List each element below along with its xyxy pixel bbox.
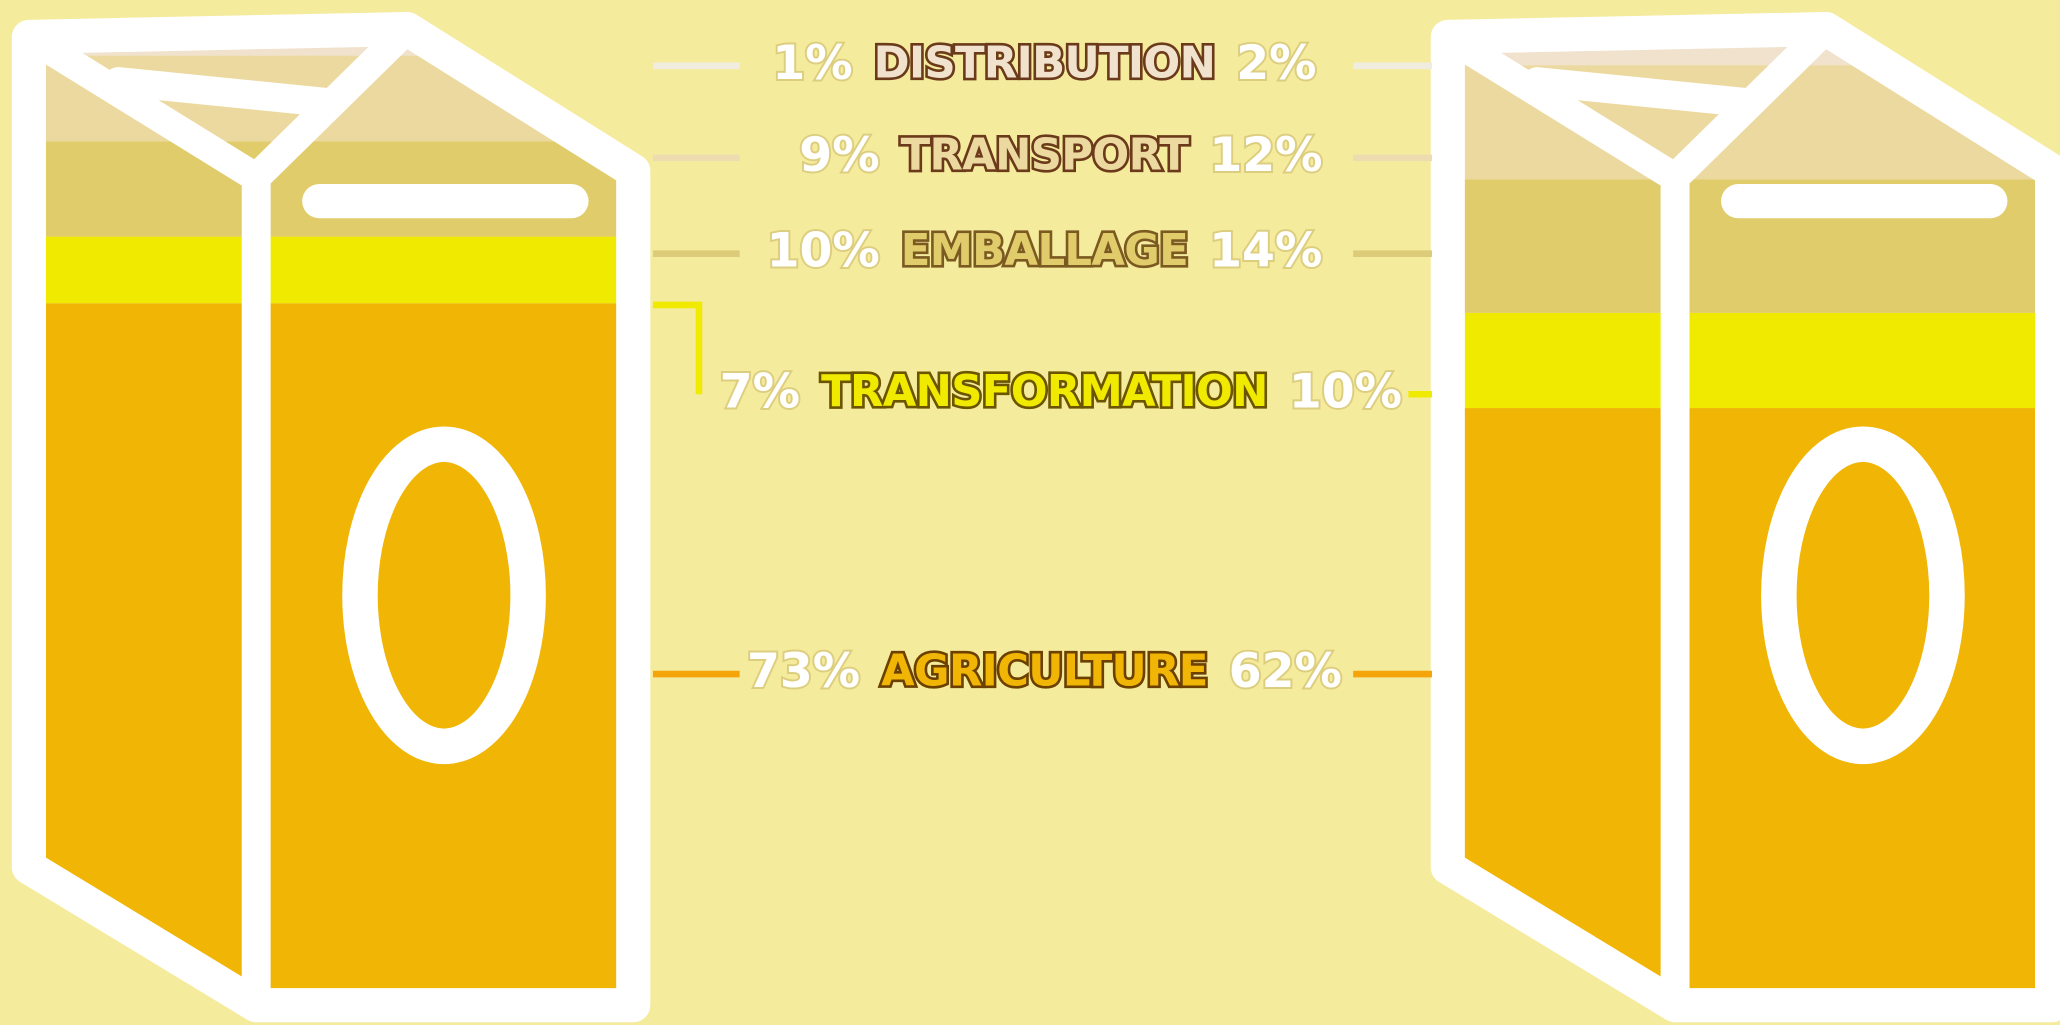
stage-label: EMBALLAGE — [901, 226, 1188, 276]
stage-label: AGRICULTURE — [881, 647, 1208, 697]
value-label: 1% — [772, 36, 852, 91]
carton-fold — [14, 14, 422, 1020]
value-label: 14% — [1209, 224, 1322, 279]
value-label: 62% — [1229, 644, 1342, 699]
layer — [28, 236, 634, 304]
carton-window — [1761, 426, 1965, 765]
value-label: 73% — [747, 644, 860, 699]
carton-window — [342, 426, 546, 765]
stage-label: DISTRIBUTION — [874, 38, 1216, 88]
carton-fold — [1433, 14, 1841, 1020]
value-label: 7% — [720, 364, 800, 419]
value-label: 10% — [767, 224, 880, 279]
layer — [1447, 312, 2053, 409]
value-label: 12% — [1209, 128, 1322, 183]
value-label: 2% — [1236, 36, 1316, 91]
layer — [1447, 408, 2053, 999]
connector — [652, 301, 703, 395]
stage-label: TRANSPORT — [901, 130, 1190, 180]
layer — [28, 46, 634, 56]
value-label: 9% — [799, 128, 879, 183]
stage-label: TRANSFORMATION — [821, 367, 1268, 417]
carton-handle — [1721, 184, 2008, 219]
value-label: 10% — [1289, 364, 1402, 419]
carton — [1447, 29, 2053, 1006]
carton-handle — [302, 184, 589, 219]
